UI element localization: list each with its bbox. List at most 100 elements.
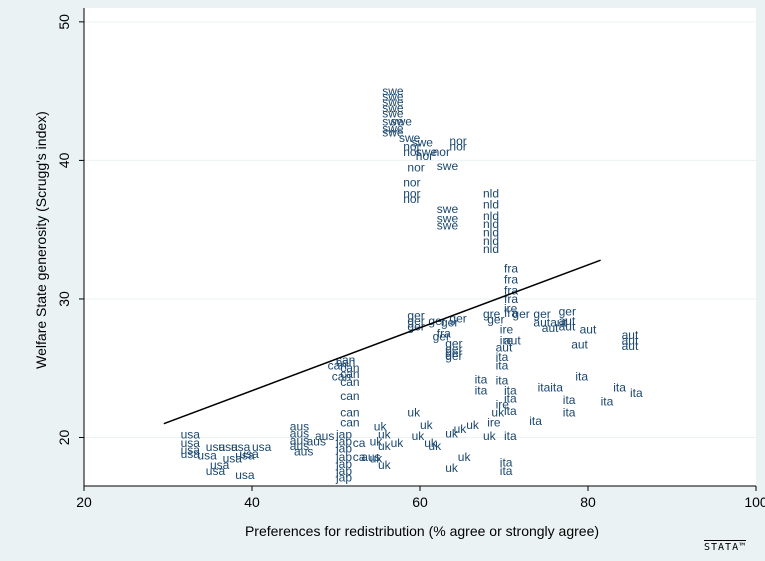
point-label-nld: nld xyxy=(483,225,499,239)
point-label-jap: jap xyxy=(335,457,352,471)
point-label-aut: aut xyxy=(580,322,597,336)
point-label-aut: aut xyxy=(559,320,576,334)
point-label-aus: aus xyxy=(315,429,334,443)
point-label-can: can xyxy=(328,358,347,372)
point-label-ger: ger xyxy=(407,314,424,328)
point-label-swe: swe xyxy=(437,202,459,216)
point-label-ita: ita xyxy=(563,393,576,407)
point-label-uk: uk xyxy=(378,439,392,453)
point-label-uk: uk xyxy=(378,458,392,472)
point-label-swe: swe xyxy=(399,131,421,145)
point-label-nor: nor xyxy=(403,187,420,201)
point-label-ire: ire xyxy=(500,334,514,348)
point-label-ita: ita xyxy=(575,370,588,384)
point-label-swe: swe xyxy=(382,106,404,120)
y-tick-label: 40 xyxy=(56,152,72,168)
point-label-uk: uk xyxy=(391,436,405,450)
point-label-nld: nld xyxy=(483,242,499,256)
point-label-aut: aut xyxy=(571,338,588,352)
point-label-aut: aut xyxy=(622,328,639,342)
point-label-nld: nld xyxy=(483,198,499,212)
point-label-ita: ita xyxy=(504,429,517,443)
point-label-ita: ita xyxy=(500,455,513,469)
point-label-swe: swe xyxy=(382,126,404,140)
point-label-uk: uk xyxy=(466,418,480,432)
point-label-aut: aut xyxy=(622,334,639,348)
x-tick-label: 100 xyxy=(744,494,765,510)
point-label-aus: aus xyxy=(307,435,326,449)
point-label-ita: ita xyxy=(529,414,542,428)
point-label-fra: fra xyxy=(504,273,518,287)
point-label-aus: aus xyxy=(294,444,313,458)
point-label-ger: ger xyxy=(559,304,576,318)
point-label-ger: ger xyxy=(445,342,462,356)
y-ticks: 20 30 40 50 xyxy=(56,14,84,445)
point-label-uk: uk xyxy=(445,461,459,475)
point-label-usa: usa xyxy=(206,440,226,454)
y-tick-label: 50 xyxy=(56,14,72,30)
point-label-usa: usa xyxy=(181,443,201,457)
point-label-nld: nld xyxy=(483,209,499,223)
point-label-usa: usa xyxy=(235,449,255,463)
x-tick-label: 40 xyxy=(244,494,260,510)
point-label-jap: jap xyxy=(335,450,352,464)
point-label-ire: ire xyxy=(496,397,510,411)
x-tick-label: 60 xyxy=(412,494,428,510)
point-label-ita: ita xyxy=(613,381,626,395)
point-label-can: can xyxy=(336,356,355,370)
point-label-jap: jap xyxy=(335,435,352,449)
point-label-usa: usa xyxy=(239,447,259,461)
plot-region xyxy=(84,8,756,486)
point-label-can: can xyxy=(336,353,355,367)
point-label-ita: ita xyxy=(550,381,563,395)
x-axis-title: Preferences for redistribution (% agree … xyxy=(245,523,599,539)
point-label-ger: ger xyxy=(487,313,504,327)
point-label-ita: ita xyxy=(475,372,488,386)
point-label-swe: swe xyxy=(412,135,434,149)
point-label-ger: ger xyxy=(512,307,529,321)
point-label-can: can xyxy=(340,389,359,403)
point-label-ita: ita xyxy=(601,394,614,408)
point-label-can: can xyxy=(340,406,359,420)
point-label-ita: ita xyxy=(563,406,576,420)
point-label-aus: aus xyxy=(290,426,309,440)
point-label-ire: ire xyxy=(487,415,501,429)
point-label-nor: nor xyxy=(403,176,420,190)
point-label-usa: usa xyxy=(223,451,243,465)
point-label-swe: swe xyxy=(437,219,459,233)
point-label-can: can xyxy=(340,415,359,429)
fit-line-group xyxy=(163,259,601,425)
point-label-uk: uk xyxy=(412,429,426,443)
point-label-swe: swe xyxy=(416,145,438,159)
point-label-gre: gre xyxy=(483,307,501,321)
point-label-swe: swe xyxy=(382,90,404,104)
point-label-uk: uk xyxy=(407,406,421,420)
point-label-aut: aut xyxy=(550,316,567,330)
point-label-ita: ita xyxy=(504,404,517,418)
point-label-ita: ita xyxy=(496,374,509,388)
point-label-uk: uk xyxy=(378,428,392,442)
point-label-nld: nld xyxy=(483,217,499,231)
point-label-swe: swe xyxy=(382,115,404,129)
x-tick-label: 80 xyxy=(580,494,596,510)
point-label-fra: fra xyxy=(504,261,518,275)
point-label-nor: nor xyxy=(403,145,420,159)
point-label-swe: swe xyxy=(382,95,404,109)
point-label-ire: ire xyxy=(504,302,518,316)
point-label-nor: nor xyxy=(416,149,433,163)
point-label-ger: ger xyxy=(445,349,462,363)
point-label-ita: ita xyxy=(500,464,513,478)
point-label-ca: ca xyxy=(353,436,366,450)
point-label-ire: ire xyxy=(500,322,514,336)
point-label-uk: uk xyxy=(445,426,459,440)
x-ticks: 20 40 60 80 100 xyxy=(76,486,765,510)
point-label-aus: aus xyxy=(290,439,309,453)
point-label-jap: jap xyxy=(335,442,352,456)
stata-logo: STATA™ xyxy=(704,540,747,553)
point-label-uk: uk xyxy=(491,406,505,420)
y-tick-label: 20 xyxy=(56,430,72,446)
point-label-fra: fra xyxy=(504,306,518,320)
point-label-ger: ger xyxy=(445,336,462,350)
point-label-jap: jap xyxy=(335,428,352,442)
point-label-can: can xyxy=(340,361,359,375)
